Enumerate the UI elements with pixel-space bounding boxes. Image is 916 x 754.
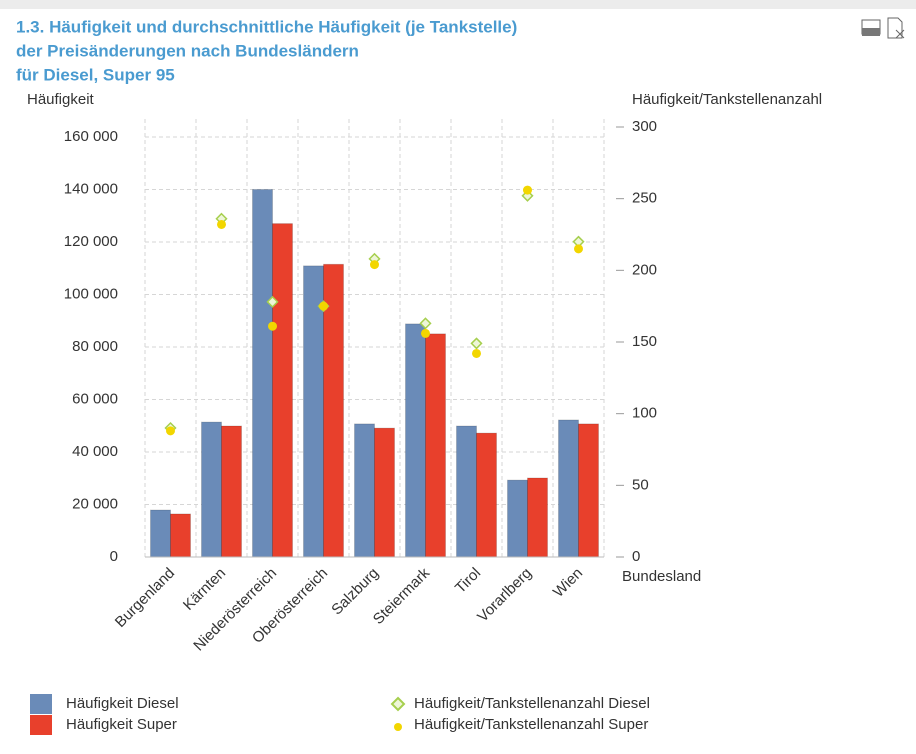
- bar: [527, 477, 548, 558]
- chart-title: für Diesel, Super 95: [16, 65, 175, 84]
- dot-marker: [217, 219, 226, 229]
- diamond-marker: [470, 337, 483, 350]
- legend-label: Häufigkeit Diesel: [66, 695, 179, 712]
- y2-tick-label: 50: [632, 476, 649, 493]
- export-icon[interactable]: [887, 17, 905, 39]
- legend-label: Häufigkeit/Tankstellenanzahl Diesel: [414, 695, 650, 712]
- x-tick-label: Wien: [550, 565, 586, 601]
- y-tick-label: 40 000: [72, 443, 118, 460]
- legend-label: Häufigkeit/Tankstellenanzahl Super: [414, 716, 648, 733]
- icon[interactable]: [862, 28, 880, 36]
- dot-marker: [421, 328, 430, 338]
- bar: [456, 425, 477, 558]
- dot-marker: [472, 348, 481, 358]
- dot-marker: [166, 426, 175, 436]
- y2-axis-title: Häufigkeit/Tankstellenanzahl: [632, 91, 822, 108]
- dot-marker: [268, 321, 277, 331]
- x-tick-label: Vorarlberg: [474, 565, 535, 626]
- dot-marker: [523, 185, 532, 195]
- y2-tick-label: 300: [632, 118, 657, 135]
- bar: [507, 479, 528, 558]
- x-tick-label: Tirol: [452, 565, 484, 597]
- bar: [272, 223, 293, 558]
- y-tick-label: 80 000: [72, 338, 118, 355]
- bar: [201, 421, 222, 558]
- bar: [374, 427, 395, 558]
- icon[interactable]: [887, 17, 903, 39]
- y-tick-label: 20 000: [72, 495, 118, 512]
- chart-title: der Preisänderungen nach Bundesländern: [16, 41, 359, 60]
- y2-tick-label: 0: [632, 548, 640, 565]
- top-strip: [0, 0, 916, 9]
- legend-swatch: [394, 723, 402, 731]
- y2-tick-label: 100: [632, 405, 657, 422]
- diamond-marker: [266, 295, 279, 308]
- y-tick-label: 60 000: [72, 390, 118, 407]
- print-icon[interactable]: [861, 19, 881, 36]
- bar: [578, 423, 599, 558]
- legend-swatch: [30, 715, 52, 735]
- x-tick-label: Steiermark: [370, 564, 434, 628]
- bar: [252, 188, 273, 558]
- y2-tick-label: 200: [632, 261, 657, 278]
- x-tick-label: Burgenland: [112, 565, 178, 631]
- bar: [303, 265, 324, 558]
- y2-tick-label: 150: [632, 333, 657, 350]
- bar: [221, 425, 242, 558]
- x-tick-label: Kärnten: [180, 565, 229, 614]
- y2-tick-label: 250: [632, 190, 657, 207]
- diamond-marker: [419, 317, 432, 330]
- y-tick-label: 160 000: [64, 128, 118, 145]
- dot-marker: [574, 244, 583, 254]
- y-tick-label: 120 000: [64, 233, 118, 250]
- x-axis-title: Bundesland: [622, 568, 701, 585]
- legend-label: Häufigkeit Super: [66, 716, 177, 733]
- dot-marker: [319, 301, 328, 311]
- chart-title: 1.3. Häufigkeit und durchschnittliche Hä…: [16, 17, 517, 36]
- y-tick-label: 100 000: [64, 285, 118, 302]
- bar: [170, 513, 191, 558]
- dot-marker: [370, 260, 379, 270]
- y-tick-label: 0: [110, 548, 118, 565]
- bar: [558, 419, 579, 558]
- bar: [354, 423, 375, 558]
- icon[interactable]: [895, 29, 905, 39]
- bar: [405, 323, 426, 558]
- y-tick-label: 140 000: [64, 180, 118, 197]
- legend-swatch: [30, 694, 52, 714]
- y-axis-title: Häufigkeit: [27, 91, 95, 108]
- legend-swatch: [390, 696, 406, 712]
- bar: [150, 509, 171, 558]
- bar: [476, 432, 497, 558]
- bar: [425, 333, 446, 558]
